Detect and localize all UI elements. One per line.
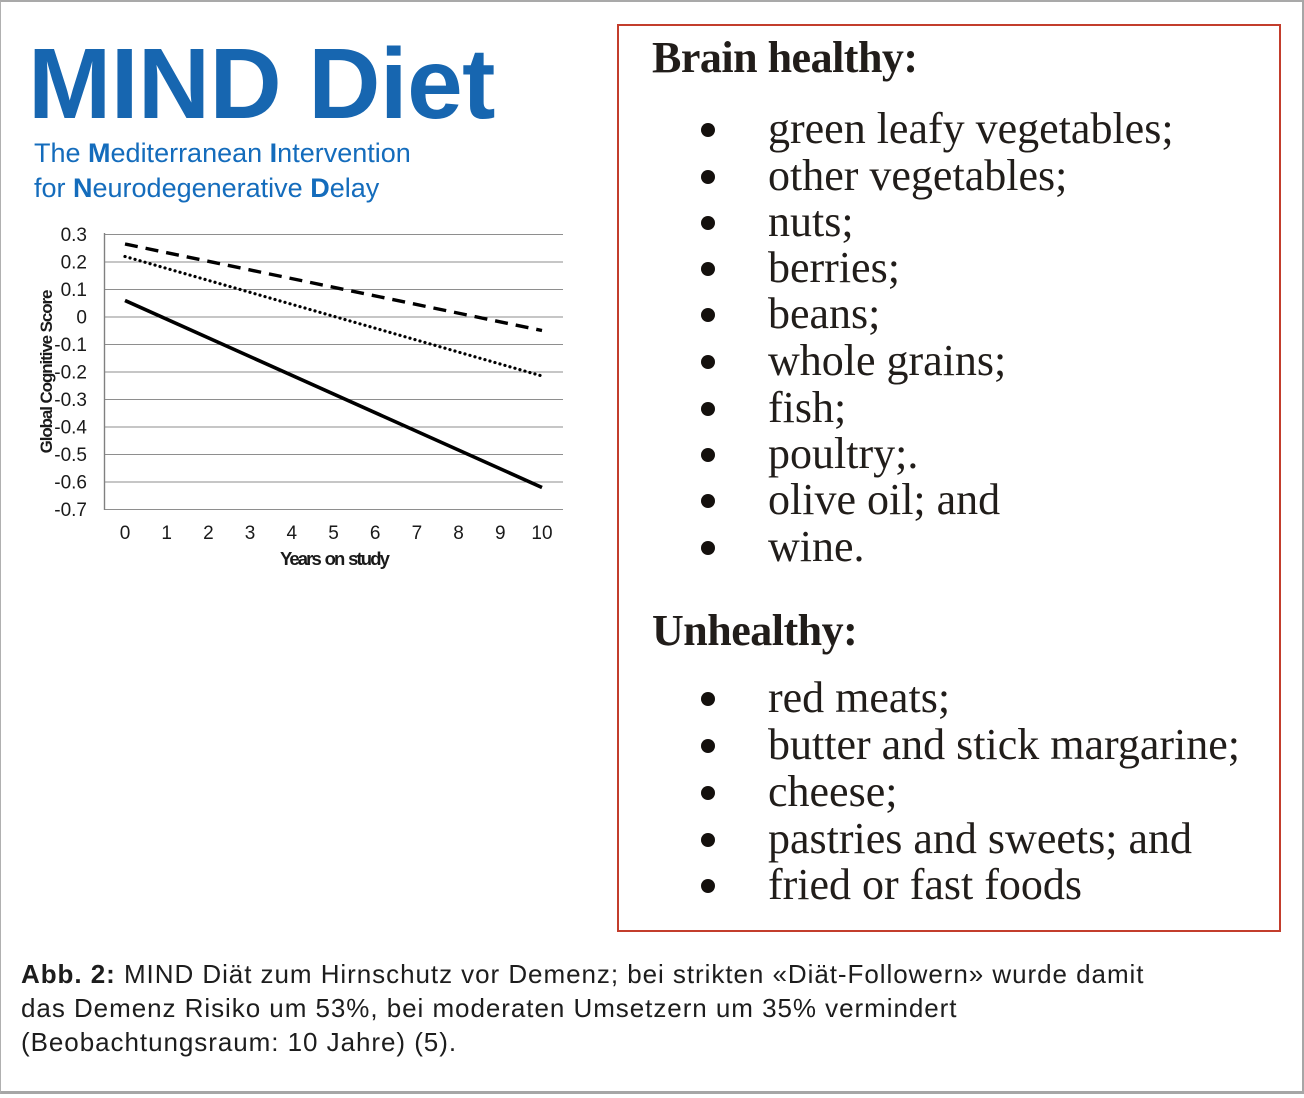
svg-text:1: 1 — [161, 523, 172, 544]
svg-text:3: 3 — [245, 523, 256, 544]
svg-text:10: 10 — [531, 523, 552, 544]
svg-text:9: 9 — [495, 523, 506, 544]
svg-text:-0.7: -0.7 — [54, 500, 87, 521]
svg-text:-0.6: -0.6 — [54, 473, 87, 494]
svg-text:4: 4 — [287, 523, 298, 544]
svg-text:-0.5: -0.5 — [54, 445, 87, 466]
svg-text:2: 2 — [203, 523, 214, 544]
svg-text:5: 5 — [328, 523, 339, 544]
svg-text:0.1: 0.1 — [61, 280, 87, 301]
svg-text:-0.4: -0.4 — [54, 418, 87, 439]
svg-text:-0.2: -0.2 — [54, 363, 87, 384]
svg-text:8: 8 — [453, 523, 464, 544]
svg-text:-0.3: -0.3 — [54, 390, 87, 411]
svg-text:0.2: 0.2 — [61, 253, 87, 274]
svg-text:7: 7 — [412, 523, 423, 544]
svg-text:Years on study: Years on study — [280, 548, 391, 569]
svg-text:-0.1: -0.1 — [54, 335, 87, 356]
svg-text:6: 6 — [370, 523, 381, 544]
svg-text:0.3: 0.3 — [61, 225, 87, 246]
svg-text:Global Cognitive Score: Global Cognitive Score — [37, 290, 56, 453]
svg-text:0: 0 — [120, 523, 131, 544]
svg-text:0: 0 — [76, 308, 87, 329]
